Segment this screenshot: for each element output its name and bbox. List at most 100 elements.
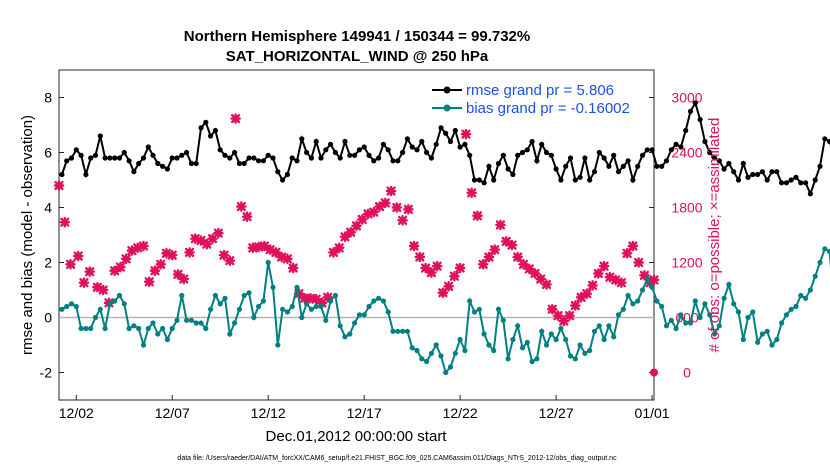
x-tick-label: 01/01 xyxy=(635,405,670,421)
rmse-point xyxy=(64,158,70,164)
legend-item: rmse grand pr = 5.806 xyxy=(432,82,614,99)
bias-point xyxy=(606,323,612,329)
rmse-point xyxy=(83,171,89,178)
bias-point xyxy=(179,292,185,299)
bias-point xyxy=(452,350,458,356)
bias-point xyxy=(683,320,689,326)
y-tick-label: 8 xyxy=(44,90,52,106)
bias-point xyxy=(731,301,737,307)
bias-point xyxy=(332,292,338,299)
bias-point xyxy=(385,309,391,315)
rmse-point xyxy=(404,136,410,142)
rmse-point xyxy=(203,119,209,125)
rmse-point xyxy=(678,144,684,150)
rmse-point xyxy=(251,155,257,161)
bias-point xyxy=(692,298,698,304)
bias-point xyxy=(467,298,473,304)
bias-point xyxy=(88,325,94,332)
rmse-point xyxy=(232,149,238,156)
legend-label: bias grand pr = -0.16002 xyxy=(466,100,630,117)
bias-point xyxy=(591,328,598,334)
bias-point xyxy=(654,298,660,304)
rmse-point xyxy=(337,155,343,161)
bias-point xyxy=(702,301,708,307)
rmse-point xyxy=(740,160,746,167)
rmse-point xyxy=(433,141,439,147)
rmse-point xyxy=(112,155,118,161)
rmse-point xyxy=(577,174,583,180)
bias-point xyxy=(404,328,410,334)
bias-point xyxy=(121,301,127,307)
rmse-point xyxy=(270,155,276,161)
rmse-point xyxy=(769,169,775,175)
y-axis-label: rmse and bias (model - observation) xyxy=(19,115,36,355)
bias-point xyxy=(251,314,257,321)
rmse-point xyxy=(534,158,540,164)
rmse-point xyxy=(539,141,545,147)
bias-point xyxy=(145,325,151,332)
obs-assimilated-marker xyxy=(149,265,161,277)
obs-assimilated-marker xyxy=(224,255,236,266)
bias-point xyxy=(539,328,545,334)
obs-assimilated-marker xyxy=(541,279,552,290)
rmse-point xyxy=(668,147,674,153)
bias-point xyxy=(644,276,650,282)
rmse-point xyxy=(812,177,818,183)
rmse-point xyxy=(457,144,463,150)
bias-point xyxy=(150,320,156,326)
rmse-point xyxy=(164,166,170,172)
bias-point xyxy=(126,325,132,332)
bias-point xyxy=(380,298,386,304)
y-tick-label: 6 xyxy=(44,145,52,161)
bias-point xyxy=(299,314,305,321)
rmse-point xyxy=(683,127,689,134)
obs-assimilated-marker xyxy=(143,276,155,288)
bias-point xyxy=(356,312,362,318)
rmse-point xyxy=(750,171,756,178)
bias-point xyxy=(400,328,406,334)
rmse-point xyxy=(735,177,742,183)
rmse-point xyxy=(601,155,607,161)
obs-assimilated-marker xyxy=(65,259,76,270)
bias-point xyxy=(755,339,761,345)
bias-point xyxy=(716,323,722,329)
bias-point xyxy=(798,292,804,299)
bias-point xyxy=(457,336,463,343)
rmse-point xyxy=(260,158,266,164)
bias-point xyxy=(112,298,118,304)
bias-point xyxy=(136,325,142,332)
y-tick-label: 4 xyxy=(44,200,52,216)
bias-point xyxy=(447,364,454,370)
bias-point xyxy=(822,246,828,252)
obs-assimilated-marker xyxy=(443,281,454,292)
bias-point xyxy=(443,369,449,376)
bias-point xyxy=(366,303,372,310)
plot-area xyxy=(58,69,655,401)
rmse-point xyxy=(707,149,713,156)
rmse-point xyxy=(510,171,516,178)
rmse-point xyxy=(745,174,751,180)
chart-title-line1: Northern Hemisphere 149941 / 150344 = 99… xyxy=(184,28,530,45)
legend-item: bias grand pr = -0.16002 xyxy=(432,100,630,117)
rmse-point xyxy=(236,160,242,167)
obs-assimilated-marker xyxy=(472,210,483,222)
rmse-point xyxy=(567,155,574,161)
bias-point xyxy=(500,317,506,323)
rmse-point xyxy=(150,152,156,158)
rmse-point xyxy=(160,163,166,169)
rmse-point xyxy=(155,160,161,167)
obs-assimilated-marker xyxy=(78,277,90,288)
bias-point xyxy=(236,306,242,312)
rmse-point xyxy=(553,166,559,172)
rmse-point xyxy=(102,155,108,161)
rmse-point xyxy=(241,160,247,167)
rmse-point xyxy=(505,166,511,172)
bias-point xyxy=(807,287,814,293)
rmse-point xyxy=(471,177,478,183)
rmse-point xyxy=(755,171,761,178)
rmse-point xyxy=(184,149,190,156)
rmse-point xyxy=(347,152,353,158)
rmse-point xyxy=(121,149,127,156)
rmse-point xyxy=(304,149,310,156)
